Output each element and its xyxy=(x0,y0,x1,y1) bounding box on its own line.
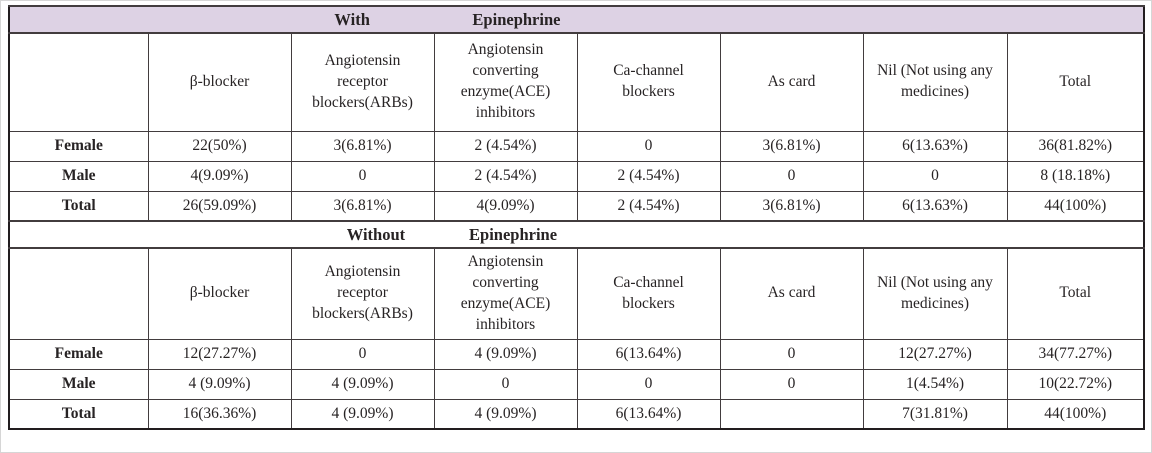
table-cell: 4 (9.09%) xyxy=(290,398,435,430)
table-cell: 0 xyxy=(719,368,864,400)
table-cell: 10(22.72%) xyxy=(1006,368,1145,400)
row-label-female: Female xyxy=(8,130,149,162)
section-title-word-without: Without xyxy=(346,224,406,244)
table-cell: 12(27.27%) xyxy=(862,338,1008,370)
section-title-word-epinephrine: Epinephrine xyxy=(472,9,561,29)
table-row-total: Total 26(59.09%) 3(6.81%) 4(9.09%) 2 (4.… xyxy=(8,190,1145,222)
table-cell: 7(31.81%) xyxy=(862,398,1008,430)
column-header-beta-blocker: β-blocker xyxy=(147,247,292,340)
table-cell: 16(36.36%) xyxy=(147,398,292,430)
section-band-without: Without Epinephrine xyxy=(8,220,1145,249)
table-cell: 2 (4.54%) xyxy=(576,160,721,192)
table-cell: 1(4.54%) xyxy=(862,368,1008,400)
row-label-male: Male xyxy=(8,368,149,400)
row-label-total: Total xyxy=(8,190,149,222)
column-header-ace-inhibitors: Angiotensin converting enzyme(ACE) inhib… xyxy=(433,32,578,132)
table-cell: 4 (9.09%) xyxy=(290,368,435,400)
table-cell: 26(59.09%) xyxy=(147,190,292,222)
section-title-word-epinephrine: Epinephrine xyxy=(469,224,558,244)
column-header-blank xyxy=(8,32,149,132)
section-title-without-epinephrine: Without Epinephrine xyxy=(8,220,1145,249)
table-cell: 2 (4.54%) xyxy=(433,130,578,162)
column-header-beta-blocker: β-blocker xyxy=(147,32,292,132)
epinephrine-medication-table: With Epinephrine β-blocker Angiotensin r… xyxy=(8,5,1145,430)
table-cell: 6(13.63%) xyxy=(862,190,1008,222)
table-cell: 22(50%) xyxy=(147,130,292,162)
column-header-as-card: As card xyxy=(719,247,864,340)
table-cell: 6(13.63%) xyxy=(862,130,1008,162)
table-cell: 4 (9.09%) xyxy=(147,368,292,400)
table-cell: 36(81.82%) xyxy=(1006,130,1145,162)
table-cell: 2 (4.54%) xyxy=(433,160,578,192)
table-cell: 6(13.64%) xyxy=(576,398,721,430)
section-title-word-with: With xyxy=(334,9,370,29)
table-row-total: Total 16(36.36%) 4 (9.09%) 4 (9.09%) 6(1… xyxy=(8,398,1145,430)
table-cell: 34(77.27%) xyxy=(1006,338,1145,370)
table-cell: 4 (9.09%) xyxy=(433,338,578,370)
column-header-total: Total xyxy=(1006,32,1145,132)
table-cell: 0 xyxy=(433,368,578,400)
column-header-nil: Nil (Not using any medicines) xyxy=(862,32,1008,132)
column-header-as-card: As card xyxy=(719,32,864,132)
row-label-male: Male xyxy=(8,160,149,192)
table-cell: 4 (9.09%) xyxy=(433,398,578,430)
table-cell: 0 xyxy=(290,160,435,192)
table-cell: 0 xyxy=(719,160,864,192)
table-row-female: Female 12(27.27%) 0 4 (9.09%) 6(13.64%) … xyxy=(8,338,1145,370)
column-header-arbs: Angiotensin receptor blockers(ARBs) xyxy=(290,247,435,340)
table-cell: 3(6.81%) xyxy=(719,130,864,162)
table-cell: 0 xyxy=(719,338,864,370)
table-cell: 3(6.81%) xyxy=(290,130,435,162)
table-cell: 4(9.09%) xyxy=(433,190,578,222)
table-row-male: Male 4 (9.09%) 4 (9.09%) 0 0 0 1(4.54%) … xyxy=(8,368,1145,400)
table-cell: 3(6.81%) xyxy=(719,190,864,222)
column-header-arbs: Angiotensin receptor blockers(ARBs) xyxy=(290,32,435,132)
column-header-ace-inhibitors: Angiotensin converting enzyme(ACE) inhib… xyxy=(433,247,578,340)
table-cell xyxy=(719,398,864,430)
row-label-female: Female xyxy=(8,338,149,370)
column-header-ca-channel-blockers: Ca-channel blockers xyxy=(576,32,721,132)
table-cell: 12(27.27%) xyxy=(147,338,292,370)
column-header-nil: Nil (Not using any medicines) xyxy=(862,247,1008,340)
table-cell: 4(9.09%) xyxy=(147,160,292,192)
column-header-blank xyxy=(8,247,149,340)
column-header-total: Total xyxy=(1006,247,1145,340)
table-cell: 0 xyxy=(576,130,721,162)
column-header-row: β-blocker Angiotensin receptor blockers(… xyxy=(8,247,1145,340)
table-cell: 3(6.81%) xyxy=(290,190,435,222)
column-header-ca-channel-blockers: Ca-channel blockers xyxy=(576,247,721,340)
table-cell: 8 (18.18%) xyxy=(1006,160,1145,192)
table-cell: 0 xyxy=(862,160,1008,192)
table-cell: 6(13.64%) xyxy=(576,338,721,370)
table-cell: 44(100%) xyxy=(1006,190,1145,222)
table-row-male: Male 4(9.09%) 0 2 (4.54%) 2 (4.54%) 0 0 … xyxy=(8,160,1145,192)
table-cell: 44(100%) xyxy=(1006,398,1145,430)
section-band-with: With Epinephrine xyxy=(8,5,1145,34)
table-cell: 2 (4.54%) xyxy=(576,190,721,222)
column-header-row: β-blocker Angiotensin receptor blockers(… xyxy=(8,32,1145,132)
table-cell: 0 xyxy=(576,368,721,400)
row-label-total: Total xyxy=(8,398,149,430)
table-row-female: Female 22(50%) 3(6.81%) 2 (4.54%) 0 3(6.… xyxy=(8,130,1145,162)
table-cell: 0 xyxy=(290,338,435,370)
section-title-with-epinephrine: With Epinephrine xyxy=(8,5,1145,34)
